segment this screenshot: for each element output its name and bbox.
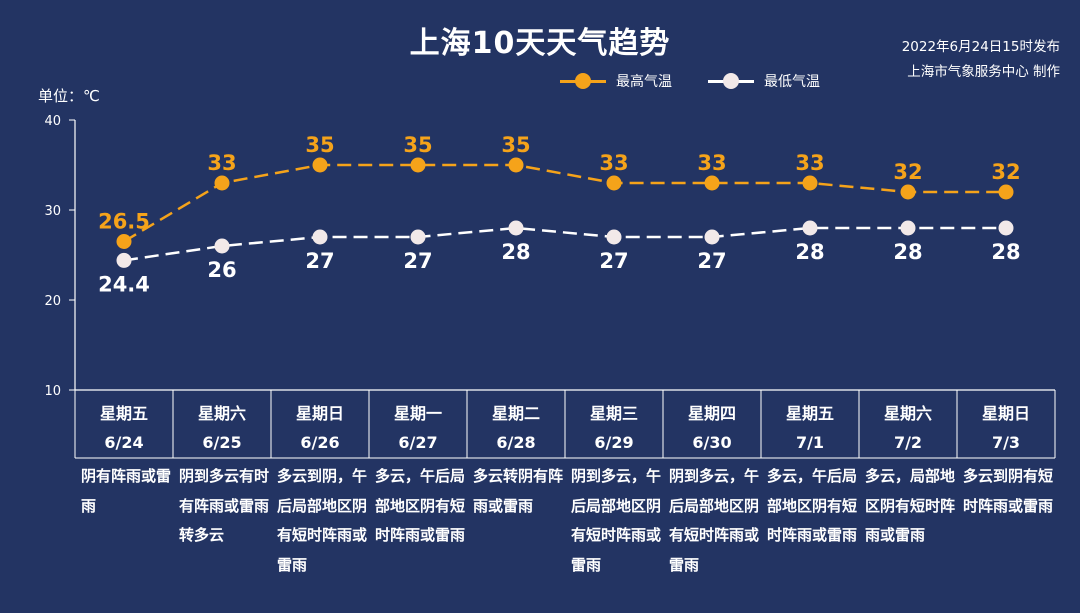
low-temp-label: 24.4 [98,272,150,296]
date-label: 6/25 [202,433,242,452]
low-temp-label: 26 [207,258,236,282]
day-header-cell: 星期日 7/3 [957,393,1055,458]
low-temp-point [116,252,132,268]
high-temp-point [802,175,818,191]
low-temp-label: 27 [403,249,432,273]
date-label: 6/27 [398,433,438,452]
day-header-cell: 星期五 7/1 [761,393,859,458]
legend-high-marker [560,71,606,91]
low-temp-label: 27 [305,249,334,273]
low-temp-point [704,229,720,245]
weather-description: 阴到多云，午后局部地区阴有短时阵雨或雷雨 [669,467,760,574]
low-temp-label: 27 [697,249,726,273]
day-header-cell: 星期一 6/27 [369,393,467,458]
y-tick-label: 20 [44,294,61,309]
high-temp-label: 33 [795,151,824,175]
high-temp-point [508,157,524,173]
weekday-label: 星期六 [883,404,932,423]
y-tick-label: 10 [44,384,61,399]
high-temp-point [900,184,916,200]
weather-description: 多云，局部地区阴有短时阵雨或雷雨 [865,467,956,544]
date-label: 6/28 [496,433,536,452]
date-label: 7/1 [795,433,825,452]
low-temp-line [123,226,1006,262]
date-label: 7/3 [991,433,1021,452]
date-label: 6/24 [104,433,144,452]
low-temp-point [214,238,230,254]
date-label: 6/26 [300,433,340,452]
weather-description: 阴到多云，午后局部地区阴有短时阵雨或雷雨 [571,467,662,574]
y-tick-label: 40 [44,114,61,129]
date-label: 6/30 [692,433,732,452]
day-header-cell: 星期六 6/25 [173,393,271,458]
date-label: 7/2 [893,433,923,452]
producer-credit: 上海市气象服务中心 制作 [907,64,1060,80]
day-header-cell: 星期四 6/30 [663,393,761,458]
weekday-label: 星期日 [981,404,1030,423]
high-temp-point [312,157,328,173]
low-temp-label: 27 [599,249,628,273]
weekday-label: 星期四 [687,404,736,423]
high-temp-label: 35 [305,133,334,157]
low-temp-label: 28 [893,240,922,264]
weather-description: 多云，午后局部地区阴有短时阵雨或雷雨 [767,467,858,544]
weather-description: 多云，午后局部地区阴有短时阵雨或雷雨 [375,467,466,544]
high-temp-label: 26.5 [98,210,150,234]
day-header-cell: 星期六 7/2 [859,393,957,458]
high-temp-label: 33 [697,151,726,175]
weekday-label: 星期五 [99,404,148,423]
date-label: 6/29 [594,433,634,452]
high-temp-label: 33 [207,151,236,175]
high-temp-label: 33 [599,151,628,175]
high-temp-label: 32 [991,160,1020,184]
weather-description: 多云转阴有阵雨或雷雨 [473,467,564,515]
low-temp-point [410,229,426,245]
low-temp-point [802,220,818,236]
page-title: 上海10天天气趋势 [409,26,671,61]
low-temp-point [508,220,524,236]
legend-high-label: 最高气温 [616,74,672,90]
low-temp-point [606,229,622,245]
low-temp-label: 28 [501,240,530,264]
weekday-label: 星期二 [491,404,540,423]
weather-description: 多云到阴，午后局部地区阴有短时阵雨或雷雨 [277,467,368,574]
legend-item-high: 最高气温 [560,71,672,91]
high-temp-point [410,157,426,173]
weekday-label: 星期三 [589,404,638,423]
weekday-label: 星期日 [295,404,344,423]
weekday-label: 星期六 [197,404,246,423]
high-temp-point [998,184,1014,200]
day-header-cell: 星期五 6/24 [75,393,173,458]
day-header-cell: 星期三 6/29 [565,393,663,458]
high-temp-label: 32 [893,160,922,184]
legend-low-label: 最低气温 [764,74,820,90]
high-temp-point [704,175,720,191]
legend-low-marker [708,71,754,91]
weekday-label: 星期五 [785,404,834,423]
high-temp-point [214,175,230,191]
weather-description: 阴有阵雨或雷雨 [81,467,172,515]
high-temp-label: 35 [403,133,432,157]
high-temp-point [606,175,622,191]
day-header-cell: 星期日 6/26 [271,393,369,458]
high-temp-point [116,234,132,249]
y-tick-label: 30 [44,204,61,219]
low-temp-point [998,220,1014,236]
low-temp-label: 28 [991,240,1020,264]
low-temp-label: 28 [795,240,824,264]
weather-description: 阴到多云有时有阵雨或雷雨转多云 [179,467,270,544]
weekday-label: 星期一 [393,404,442,423]
legend-item-low: 最低气温 [708,71,820,91]
weather-description: 多云到阴有短时阵雨或雷雨 [963,467,1054,515]
day-header-cell: 星期二 6/28 [467,393,565,458]
issue-time: 2022年6月24日15时发布 [901,39,1060,55]
chart-legend: 最高气温 最低气温 [560,68,856,94]
low-temp-point [312,229,328,245]
high-temp-label: 35 [501,133,530,157]
high-temp-line [123,163,1006,243]
y-axis-unit: 单位：℃ [38,87,100,105]
low-temp-point [900,220,916,236]
